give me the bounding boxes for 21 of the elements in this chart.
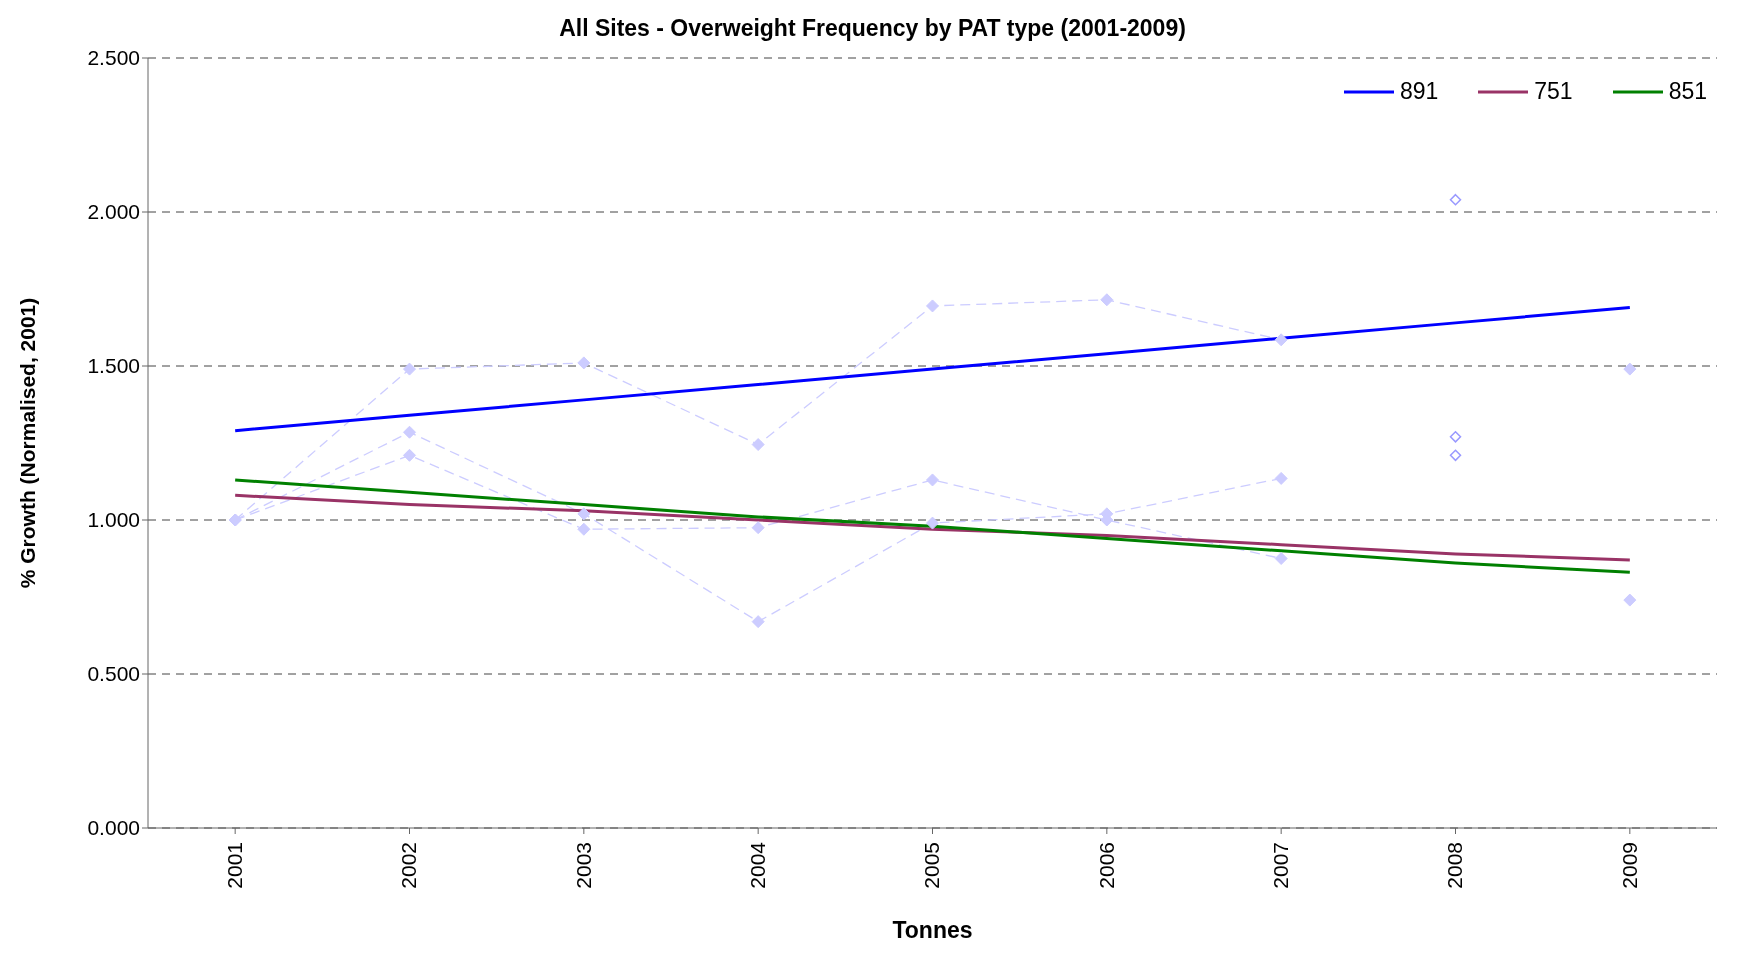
y-tick-label: 1.500: [87, 354, 140, 378]
y-tick-label: 0.000: [87, 816, 140, 840]
x-tick-label: 2005: [920, 842, 944, 889]
x-tick-label: 2001: [223, 842, 247, 889]
x-tick-label: 2009: [1617, 842, 1641, 889]
legend-label: 751: [1534, 78, 1573, 105]
legend-label: 891: [1399, 78, 1439, 105]
y-axis-title: % Growth (Normalised, 2001): [16, 297, 40, 589]
x-axis-title: Tonnes: [892, 917, 973, 943]
x-tick-label: 2007: [1269, 842, 1293, 889]
y-tick-label: 1.000: [87, 508, 140, 532]
x-tick-label: 2006: [1094, 842, 1118, 889]
x-tick-label: 2002: [397, 842, 421, 889]
chart-title: All Sites - Overweight Frequency by PAT type (2001-2009): [558, 14, 1187, 43]
x-tick-label: 2004: [746, 841, 770, 889]
x-tick-label: 2008: [1443, 842, 1467, 889]
x-tick-label: 2003: [571, 842, 595, 889]
y-tick-label: 2.000: [87, 200, 140, 224]
y-tick-label: 2.500: [87, 46, 140, 70]
legend-label: 851: [1668, 78, 1707, 105]
y-tick-label: 0.500: [87, 662, 140, 686]
